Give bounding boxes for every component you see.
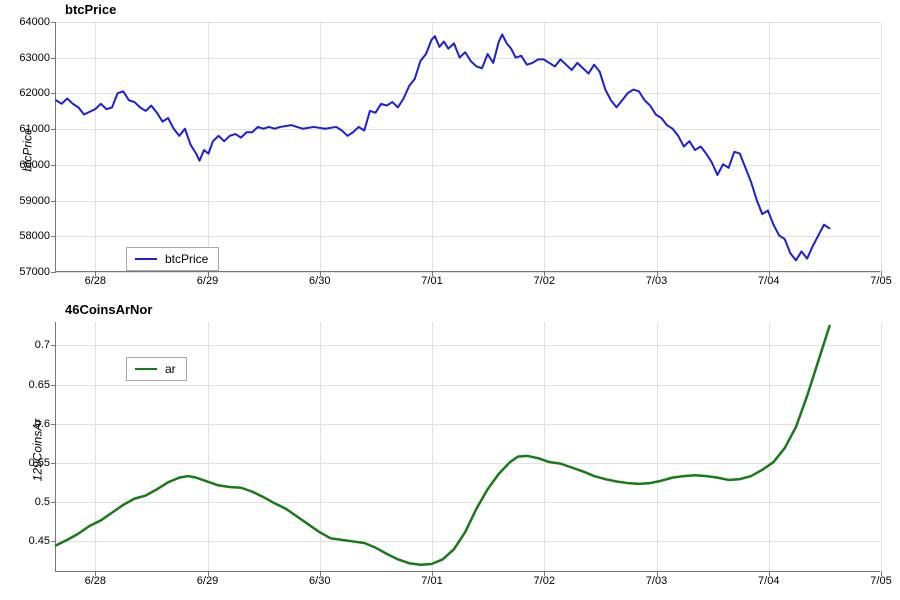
y-tick-label: 0.5 — [35, 496, 56, 508]
y-tick-label: 0.55 — [29, 457, 56, 469]
legend: btcPrice — [126, 247, 219, 271]
x-tick-label: 7/02 — [534, 571, 555, 587]
x-tick-label: 6/28 — [85, 271, 106, 287]
y-tick-label: 0.65 — [29, 379, 56, 391]
y-tick-label: 63000 — [19, 52, 56, 64]
legend-label: ar — [165, 362, 176, 376]
y-tick-label: 0.7 — [35, 339, 56, 351]
legend-label: btcPrice — [165, 252, 208, 266]
x-tick-label: 7/03 — [646, 271, 667, 287]
chart-panels: btcPrice btcPrice 5700058000590006000061… — [0, 0, 900, 600]
x-tick-label: 7/02 — [534, 271, 555, 287]
legend-swatch — [135, 258, 157, 260]
y-tick-label: 62000 — [19, 87, 56, 99]
x-tick-label: 7/05 — [870, 571, 891, 587]
x-tick-label: 6/28 — [85, 571, 106, 587]
y-tick-label: 0.6 — [35, 418, 56, 430]
panel-top-title: btcPrice — [65, 2, 116, 17]
x-tick-label: 7/05 — [870, 271, 891, 287]
y-tick-label: 60000 — [19, 159, 56, 171]
y-tick-label: 0.45 — [29, 535, 56, 547]
panel-top: btcPrice btcPrice 5700058000590006000061… — [0, 0, 900, 300]
panel-top-plot: 5700058000590006000061000620006300064000… — [55, 22, 880, 272]
y-tick-label: 61000 — [19, 123, 56, 135]
panel-bottom-title: 46CoinsArNor — [65, 302, 152, 317]
legend-swatch — [135, 368, 157, 370]
x-tick-label: 7/01 — [421, 271, 442, 287]
y-tick-label: 58000 — [19, 230, 56, 242]
y-tick-label: 59000 — [19, 195, 56, 207]
y-tick-label: 57000 — [19, 266, 56, 278]
x-tick-label: 6/29 — [197, 571, 218, 587]
x-tick-label: 6/30 — [309, 571, 330, 587]
x-tick-label: 6/29 — [197, 271, 218, 287]
series-line — [56, 34, 830, 260]
x-tick-label: 7/01 — [421, 571, 442, 587]
panel-bottom: 46CoinsArNor 129CoinsAr 0.450.50.550.60.… — [0, 300, 900, 600]
x-tick-label: 7/04 — [758, 571, 779, 587]
legend: ar — [126, 357, 187, 381]
x-tick-label: 6/30 — [309, 271, 330, 287]
y-tick-label: 64000 — [19, 16, 56, 28]
x-tick-label: 7/04 — [758, 271, 779, 287]
x-tick-label: 7/03 — [646, 571, 667, 587]
panel-bottom-plot: 0.450.50.550.60.650.76/286/296/307/017/0… — [55, 322, 880, 572]
